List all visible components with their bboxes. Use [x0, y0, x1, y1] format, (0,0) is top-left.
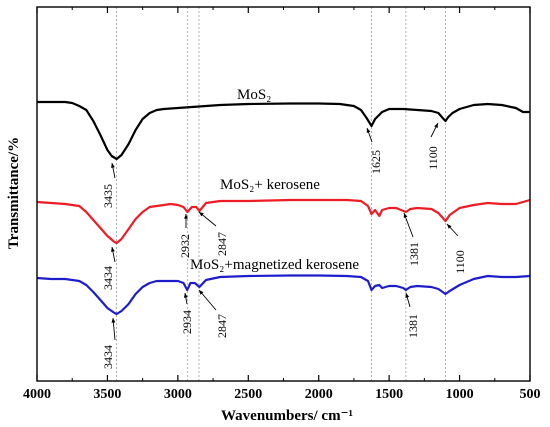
peak-arrowhead-1-3434 — [110, 247, 115, 252]
peak-label-2-2934: 2934 — [180, 310, 194, 334]
x-tick-label-1500: 1500 — [375, 387, 403, 402]
peak-label-1-1381: 1381 — [407, 242, 421, 266]
x-tick-label-500: 500 — [520, 387, 541, 402]
peak-label-2-1381: 1381 — [406, 314, 420, 338]
series-label-mos2-magnetized-kerosene: MoS₂+magnetized kerosene — [190, 257, 359, 273]
reference-lines — [116, 7, 446, 381]
x-tick-label-3000: 3000 — [164, 387, 192, 402]
peak-label-0-1625: 1625 — [369, 150, 383, 174]
peak-arrowhead-2-3434 — [111, 318, 116, 323]
peak-label-2-3434: 3434 — [101, 345, 115, 369]
series-label-mos2-kerosene: MoS₂+ kerosene — [220, 177, 320, 193]
x-axis-title: Wavenumbers/ cm⁻¹ — [221, 408, 353, 424]
series-layer — [36, 100, 531, 316]
peak-label-1-3434: 3434 — [101, 266, 115, 290]
x-tick-label-3500: 3500 — [93, 387, 121, 402]
peak-arrowhead-0-1625 — [366, 128, 371, 133]
peak-arrowhead-1-2847 — [199, 212, 204, 217]
x-tick-label-2000: 2000 — [305, 387, 333, 402]
peak-label-2-2847: 2847 — [215, 314, 229, 338]
peak-arrowhead-2-1381 — [405, 293, 410, 298]
peak-arrowhead-1-2932 — [184, 214, 188, 219]
x-tick-label-2500: 2500 — [234, 387, 262, 402]
peak-label-1-1100: 1100 — [453, 250, 467, 274]
peak-arrowhead-2-2934 — [183, 293, 188, 298]
peak-arrowhead-1-1381 — [403, 213, 408, 218]
series-line-0 — [37, 100, 530, 161]
peak-arrowhead-0-3435 — [110, 163, 115, 168]
peak-label-0-1100: 1100 — [426, 146, 440, 170]
series-line-2 — [36, 274, 531, 316]
series-label-mos2: MoS₂ — [237, 87, 271, 103]
x-tick-label-4000: 4000 — [23, 387, 51, 402]
peak-arrowhead-0-1100 — [434, 123, 438, 128]
peak-arrowhead-2-2847 — [199, 290, 204, 295]
axis-layer: 4000 3500 3000 2500 2000 1500 1000 500 — [23, 6, 541, 402]
annotation-layer: 3435 1625 1100 3434 2932 2847 1381 1100 3434 2934… — [101, 122, 467, 369]
peak-label-1-2932: 2932 — [178, 234, 192, 258]
peak-arrowhead-1-1100 — [447, 224, 452, 229]
y-axis-title: Transmittance/% — [6, 137, 22, 249]
peak-label-1-2847: 2847 — [215, 232, 229, 256]
peak-label-0-3435: 3435 — [101, 184, 115, 208]
x-tick-label-1000: 1000 — [446, 387, 474, 402]
series-line-1 — [36, 198, 531, 245]
